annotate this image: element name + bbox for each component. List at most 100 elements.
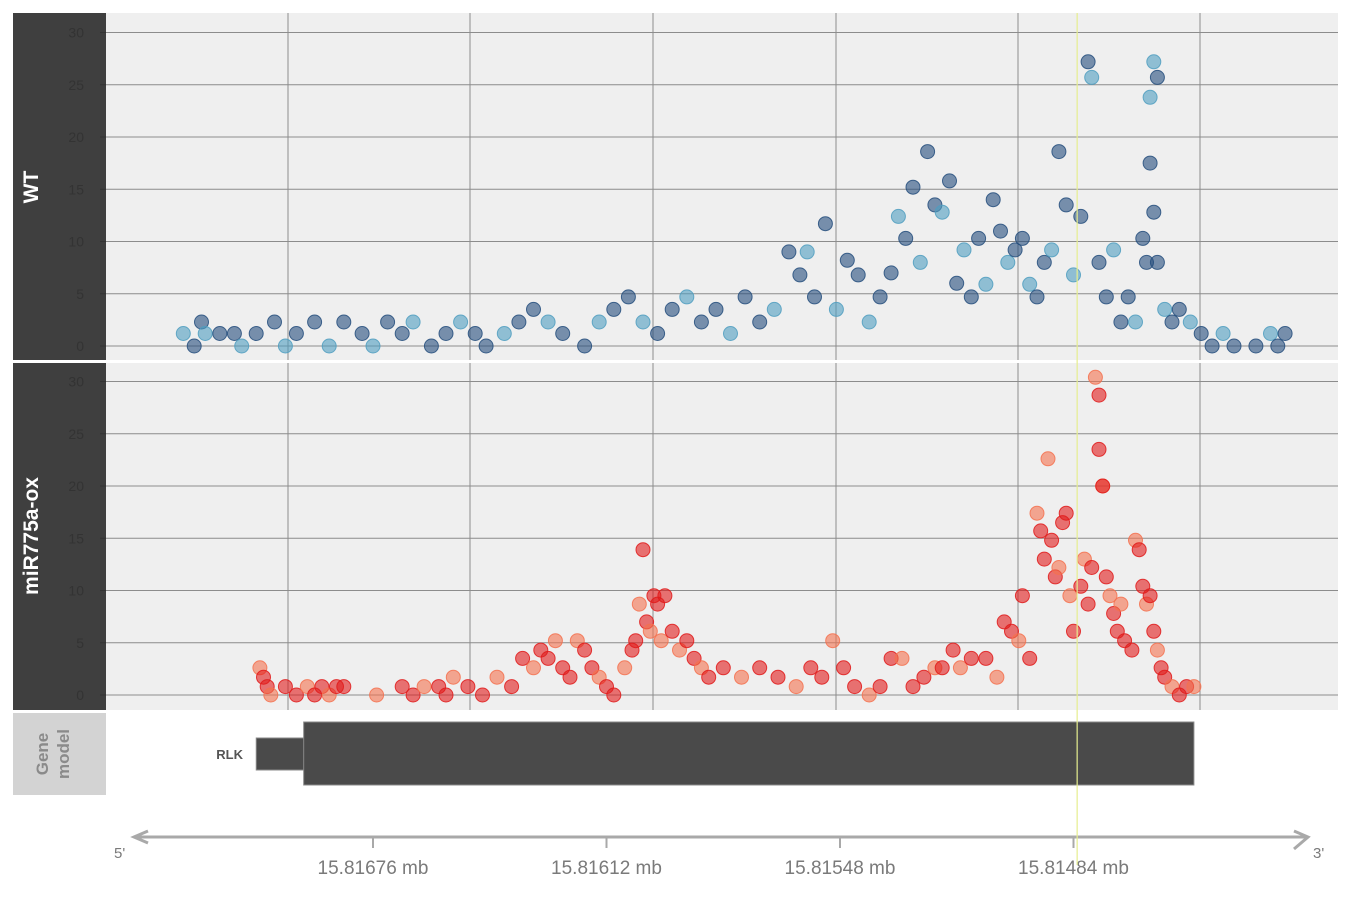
wt-point [336,314,352,330]
ox-point [1091,441,1107,457]
wt-point [248,326,264,341]
ox-point [963,650,979,666]
gene-utr-box [255,737,307,771]
wt-point [394,326,410,341]
ox-point [369,687,385,703]
ox-point [894,650,910,666]
wt-point [1022,276,1038,292]
ox-ytick-label: 30 [68,374,84,390]
gene-cds-box [303,721,1195,786]
ox-point [416,679,432,695]
wt-point [405,314,421,330]
ox-point [475,687,490,703]
ox-point [905,679,921,695]
wt-point [496,326,512,341]
ox-point [631,596,647,612]
ox-ytick-label: 0 [76,687,84,703]
ox-point [1186,679,1202,695]
ox-y-axis: 0 5 10 15 20 25 30 [68,374,106,703]
ox-point [916,669,932,685]
ox-point [664,623,680,639]
wt-point [277,338,293,354]
wt-point [766,301,782,317]
ox-point [606,687,622,703]
wt-point [1098,289,1114,305]
wt-point [985,192,1001,208]
genome-axis-ticks: 15.81676 mb 15.81612 mb 15.81548 mb 15.8148… [318,837,1129,879]
ox-point [1033,523,1049,539]
wt-point [752,314,768,330]
wt-point [1066,267,1081,283]
ox-point [1066,623,1081,639]
wt-point [1215,326,1231,341]
wt-point [1171,301,1187,317]
ox-point [653,633,669,649]
ox-point [788,679,804,695]
ox-panel: miR775a-ox 0 5 10 15 20 25 30 [13,363,1338,710]
wt-point [438,326,454,341]
ox-point [1124,642,1140,658]
wt-point [781,244,797,260]
wt-point [1248,338,1264,354]
wt-point [828,301,844,317]
ox-point [679,633,695,649]
ox-point [1095,478,1111,494]
wt-ytick-label: 20 [68,129,84,145]
wt-point [679,289,695,305]
ox-point [617,660,633,676]
ox-point [952,660,968,676]
wt-point [267,314,282,330]
wt-point [1226,338,1242,354]
wt-ytick-label: 0 [76,338,84,354]
wt-point [577,338,593,354]
ox-point [1102,588,1118,604]
ox-point [945,642,961,658]
ox-point [1087,369,1103,385]
ox-strip-label: miR775a-ox [20,477,43,595]
ox-point [635,542,651,558]
ox-point [526,660,541,676]
wt-point [234,338,250,354]
ox-point [277,679,293,695]
wt-point [956,242,972,258]
wt-point [664,301,680,317]
wt-point [1149,254,1165,270]
wt-point [890,208,906,224]
five-prime-label: 5' [114,845,125,862]
ox-ytick-label: 10 [68,583,84,599]
wt-point [380,314,396,330]
ox-gridlines [106,363,1338,710]
wt-point [861,314,877,330]
ox-point [872,679,888,695]
wt-point [1106,242,1122,258]
genome-axis: 5' 3' 15.81676 mb 15.81612 mb 15.81548 mb 1… [114,829,1324,879]
ox-point [405,687,421,703]
wt-points [175,54,1293,354]
wt-point [693,314,709,330]
wt-point [905,179,921,195]
wt-point [942,173,957,189]
wt-point [620,289,636,305]
ox-point [1022,650,1038,666]
wt-point [799,244,815,260]
wt-point [1157,301,1173,317]
wt-point [934,204,950,220]
wt-point [1277,326,1293,341]
ox-point [1011,633,1027,649]
wt-point [1142,155,1158,171]
axis-tick-label: 15.81484 mb [1018,858,1129,879]
ox-point [770,669,786,685]
wt-point [1073,208,1089,224]
ox-ytick-label: 25 [68,426,84,442]
ox-ytick-label: 5 [76,635,84,651]
wt-point [839,252,855,268]
wt-point [1000,254,1016,270]
wt-point [1164,314,1180,330]
ox-point [657,588,673,604]
wt-point [1120,289,1136,305]
wt-point [1135,230,1151,246]
wt-point [467,326,483,341]
ox-point [263,687,279,703]
ox-point [836,660,852,676]
ox-points [252,369,1202,703]
